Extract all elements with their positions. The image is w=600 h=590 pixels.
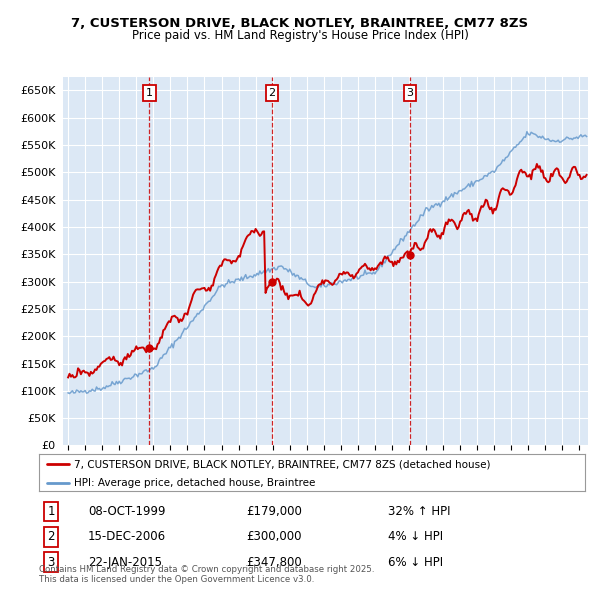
Text: HPI: Average price, detached house, Braintree: HPI: Average price, detached house, Brai… bbox=[74, 478, 316, 488]
Text: 1: 1 bbox=[47, 505, 55, 518]
Text: 3: 3 bbox=[47, 556, 55, 569]
Text: 2: 2 bbox=[268, 88, 275, 98]
Text: 7, CUSTERSON DRIVE, BLACK NOTLEY, BRAINTREE, CM77 8ZS: 7, CUSTERSON DRIVE, BLACK NOTLEY, BRAINT… bbox=[71, 17, 529, 30]
Text: 2: 2 bbox=[47, 530, 55, 543]
Text: £347,800: £347,800 bbox=[247, 556, 302, 569]
Text: 32% ↑ HPI: 32% ↑ HPI bbox=[388, 505, 451, 518]
Text: 6% ↓ HPI: 6% ↓ HPI bbox=[388, 556, 443, 569]
Text: 15-DEC-2006: 15-DEC-2006 bbox=[88, 530, 166, 543]
Text: £300,000: £300,000 bbox=[247, 530, 302, 543]
Text: 3: 3 bbox=[407, 88, 413, 98]
Text: 7, CUSTERSON DRIVE, BLACK NOTLEY, BRAINTREE, CM77 8ZS (detached house): 7, CUSTERSON DRIVE, BLACK NOTLEY, BRAINT… bbox=[74, 459, 491, 469]
Text: Contains HM Land Registry data © Crown copyright and database right 2025.
This d: Contains HM Land Registry data © Crown c… bbox=[39, 565, 374, 584]
Text: 08-OCT-1999: 08-OCT-1999 bbox=[88, 505, 166, 518]
Text: 1: 1 bbox=[146, 88, 153, 98]
Text: Price paid vs. HM Land Registry's House Price Index (HPI): Price paid vs. HM Land Registry's House … bbox=[131, 29, 469, 42]
Text: 4% ↓ HPI: 4% ↓ HPI bbox=[388, 530, 443, 543]
Text: £179,000: £179,000 bbox=[247, 505, 302, 518]
Text: 22-JAN-2015: 22-JAN-2015 bbox=[88, 556, 162, 569]
